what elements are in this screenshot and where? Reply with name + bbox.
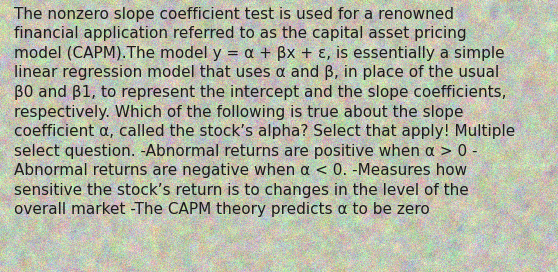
Text: The nonzero slope coefficient test is used for a renowned
financial application : The nonzero slope coefficient test is us… (14, 7, 515, 217)
